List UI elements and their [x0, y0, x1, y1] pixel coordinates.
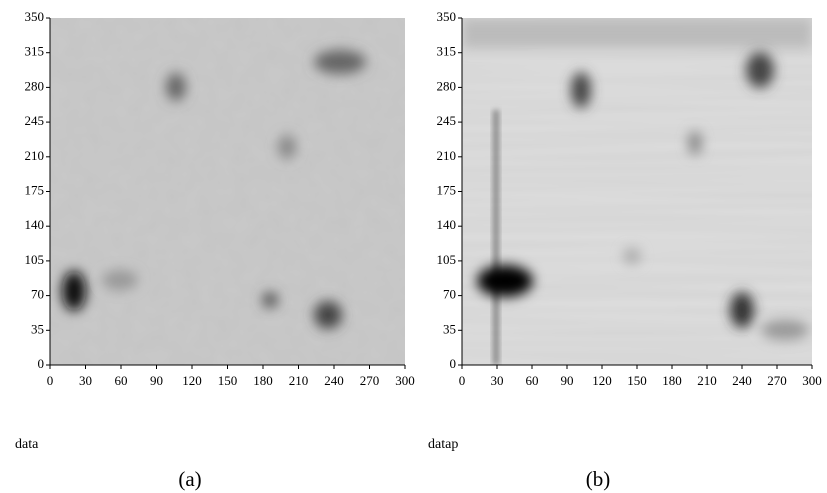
y-tick-label: 175	[437, 182, 457, 197]
x-tick-label: 300	[802, 373, 822, 388]
y-tick-label: 315	[25, 44, 45, 59]
y-tick-label: 350	[437, 9, 457, 24]
y-tick-label: 70	[31, 287, 44, 302]
x-tick-label: 60	[526, 373, 539, 388]
y-tick-label: 175	[25, 182, 45, 197]
y-tick-label: 0	[450, 356, 457, 371]
x-tick-label: 0	[47, 373, 54, 388]
x-label: datap	[428, 437, 458, 452]
x-tick-label: 0	[459, 373, 466, 388]
x-tick-label: 240	[732, 373, 752, 388]
heatmap-image	[50, 18, 405, 365]
x-tick-label: 60	[115, 373, 128, 388]
x-tick-label: 300	[395, 373, 415, 388]
y-tick-label: 35	[443, 321, 456, 336]
x-tick-label: 210	[289, 373, 309, 388]
y-tick-label: 280	[25, 78, 45, 93]
y-tick-label: 315	[437, 44, 457, 59]
caption: (a)	[178, 467, 201, 491]
x-tick-label: 270	[360, 373, 380, 388]
y-tick-label: 210	[437, 148, 457, 163]
caption: (b)	[586, 467, 611, 491]
x-tick-label: 180	[662, 373, 682, 388]
y-tick-label: 140	[437, 217, 457, 232]
x-tick-label: 210	[697, 373, 717, 388]
y-tick-label: 0	[38, 356, 45, 371]
x-tick-label: 30	[79, 373, 92, 388]
x-tick-label: 30	[491, 373, 504, 388]
y-tick-label: 35	[31, 321, 44, 336]
x-tick-label: 120	[182, 373, 202, 388]
x-tick-label: 150	[627, 373, 647, 388]
y-tick-label: 70	[443, 287, 456, 302]
x-tick-label: 270	[767, 373, 787, 388]
y-tick-label: 350	[25, 9, 45, 24]
x-tick-label: 240	[324, 373, 344, 388]
heatmap-image	[462, 18, 812, 365]
y-tick-label: 280	[437, 78, 457, 93]
x-tick-label: 150	[218, 373, 238, 388]
y-tick-label: 245	[25, 113, 45, 128]
y-tick-label: 210	[25, 148, 45, 163]
x-label: data	[15, 437, 39, 452]
y-tick-label: 140	[25, 217, 45, 232]
y-tick-label: 245	[437, 113, 457, 128]
x-tick-label: 120	[592, 373, 612, 388]
x-tick-label: 90	[561, 373, 574, 388]
x-tick-label: 180	[253, 373, 273, 388]
y-tick-label: 105	[25, 252, 45, 267]
x-tick-label: 90	[150, 373, 163, 388]
y-tick-label: 105	[437, 252, 457, 267]
